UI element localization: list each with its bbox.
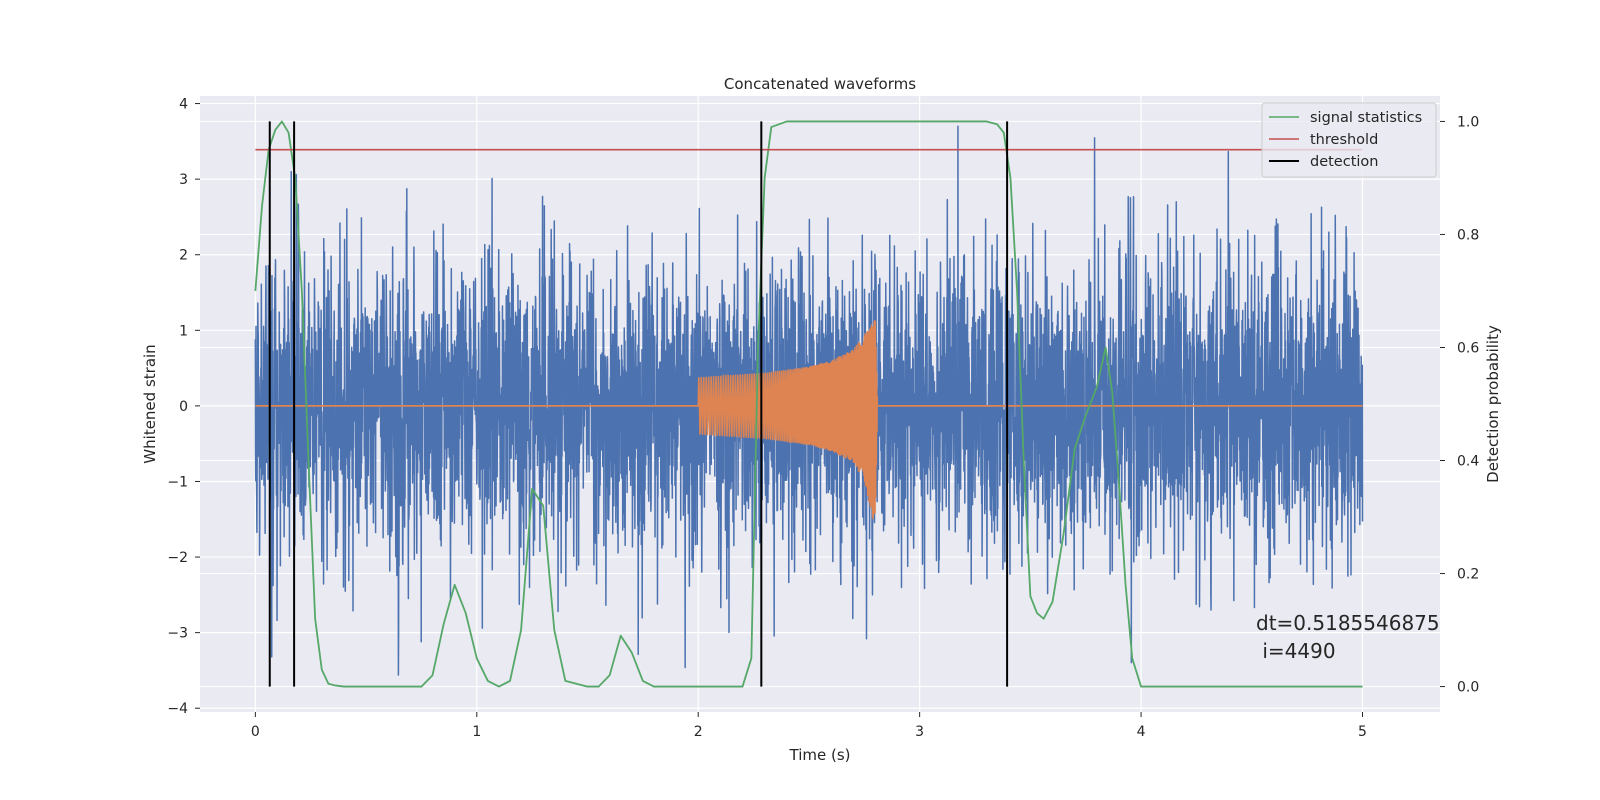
y-tick-label-1: −3 [167, 626, 188, 642]
chart-title: Concatenated waveforms [724, 75, 916, 93]
y2-tick-label-2: 0.4 [1457, 454, 1479, 470]
series-injected-signal [697, 319, 879, 520]
x-tick-label-4: 4 [1137, 724, 1146, 740]
x-tick-label-5: 5 [1358, 724, 1367, 740]
y2-tick-label-1: 0.2 [1457, 567, 1479, 583]
y2-tick-label-3: 0.6 [1457, 340, 1479, 356]
y2-axis-ticks: 0.0 0.2 0.4 0.6 0.8 1.0 [1440, 114, 1479, 696]
y2-tick-label-5: 1.0 [1457, 114, 1479, 130]
y-tick-label-8: 4 [179, 97, 188, 113]
y-tick-label-2: −2 [167, 550, 188, 566]
y-tick-label-7: 3 [179, 172, 188, 188]
y2-tick-label-4: 0.8 [1457, 227, 1479, 243]
x-tick-label-0: 0 [251, 724, 260, 740]
x-axis-label: Time (s) [789, 746, 851, 764]
annotation-index: i=4490 [1256, 639, 1336, 663]
y2-tick-label-0: 0.0 [1457, 680, 1479, 696]
annotation-dt: dt=0.5185546875 [1256, 611, 1440, 635]
x-axis-ticks: 0 1 2 3 4 5 [251, 712, 1367, 740]
legend-label-threshold: threshold [1310, 132, 1378, 148]
y-tick-label-5: 1 [179, 323, 188, 339]
series-layer [254, 120, 1364, 688]
y2-axis-label: Detection probability [1484, 325, 1502, 483]
legend-frame [1261, 102, 1437, 178]
x-tick-label-1: 1 [472, 724, 481, 740]
legend: signal statistics threshold detection [1261, 102, 1437, 178]
legend-label-signal-statistics: signal statistics [1310, 110, 1422, 126]
series-signal-statistics [254, 120, 1363, 688]
y-tick-label-3: −1 [167, 474, 188, 490]
legend-label-detection: detection [1310, 154, 1378, 170]
y-tick-label-6: 2 [179, 248, 188, 264]
y-axis-ticks: −4 −3 −2 −1 0 1 2 3 4 [167, 97, 200, 717]
y-tick-label-4: 0 [179, 399, 188, 415]
x-tick-label-3: 3 [915, 724, 924, 740]
y-tick-label-0: −4 [167, 701, 188, 717]
y-axis-label: Whitened strain [141, 344, 159, 463]
x-tick-label-2: 2 [694, 724, 703, 740]
